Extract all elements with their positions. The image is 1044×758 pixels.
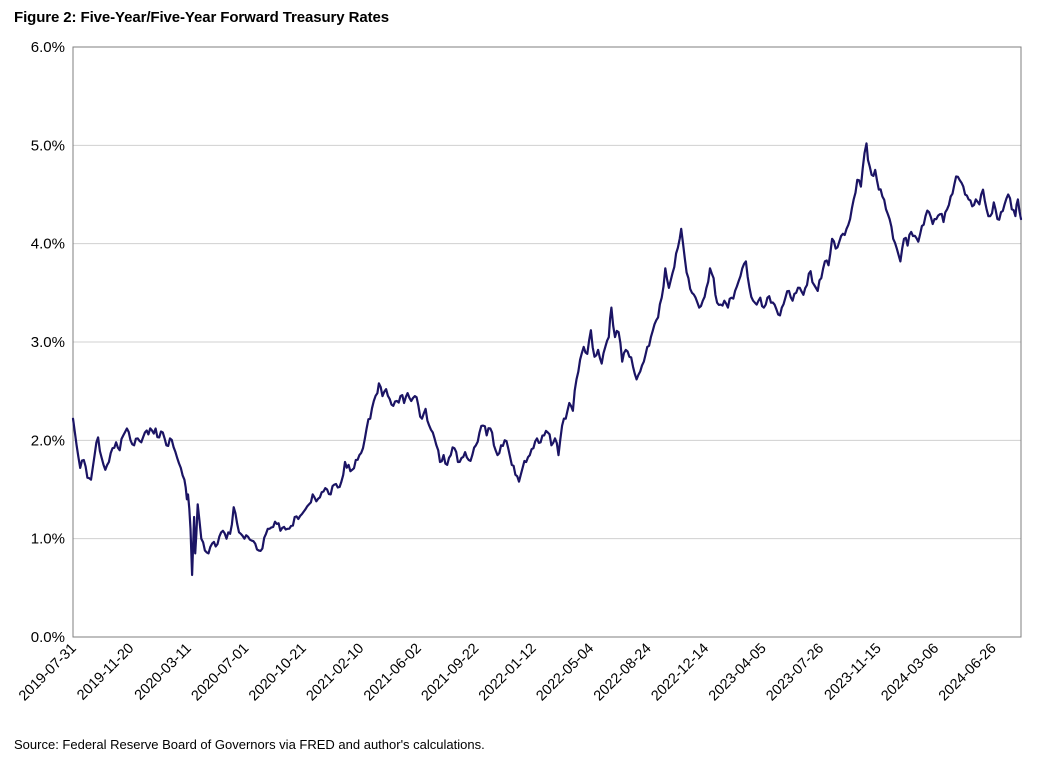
x-tick-label: 2019-11-20	[74, 641, 137, 704]
y-tick-label: 4.0%	[31, 236, 65, 253]
x-tick-label: 2024-03-06	[878, 641, 942, 705]
x-tick-label: 2021-09-22	[418, 641, 482, 705]
x-tick-label: 2022-08-24	[591, 641, 655, 705]
x-tick-label: 2021-06-02	[361, 641, 425, 705]
x-tick-label: 2024-06-26	[936, 641, 1000, 705]
y-tick-label: 1.0%	[31, 531, 65, 548]
y-axis-tick-labels: 0.0% 1.0% 2.0% 3.0% 4.0% 5.0% 6.0%	[31, 39, 65, 646]
series-line-five-year-five-year-forward-rate	[71, 142, 1023, 577]
y-gridlines	[73, 144, 1021, 540]
x-tick-label: 2023-11-15	[822, 641, 885, 704]
x-tick-label: 2020-10-21	[246, 641, 310, 705]
source-note: Source: Federal Reserve Board of Governo…	[14, 737, 485, 752]
chart-title: Figure 2: Five-Year/Five-Year Forward Tr…	[14, 9, 389, 26]
y-tick-label: 5.0%	[31, 137, 65, 154]
x-tick-label: 2020-03-11	[132, 641, 195, 704]
x-tick-label: 2020-07-01	[189, 641, 253, 705]
plot-area-border	[72, 46, 1022, 638]
x-tick-label: 2023-07-26	[763, 641, 827, 705]
y-tick-label: 0.0%	[31, 629, 65, 646]
y-tick-label: 6.0%	[31, 39, 65, 56]
x-tick-label: 2022-12-14	[648, 641, 712, 705]
x-tick-label: 2019-07-31	[16, 641, 80, 705]
y-tick-label: 3.0%	[31, 334, 65, 351]
x-axis-tick-labels: 2019-07-312019-11-202020-03-112020-07-01…	[16, 641, 1000, 705]
x-tick-label: 2023-04-05	[706, 641, 770, 705]
x-tick-label: 2021-02-10	[303, 641, 367, 705]
x-tick-label: 2022-01-12	[476, 641, 540, 705]
y-tick-label: 2.0%	[31, 432, 65, 449]
x-tick-label: 2022-05-04	[533, 641, 597, 705]
